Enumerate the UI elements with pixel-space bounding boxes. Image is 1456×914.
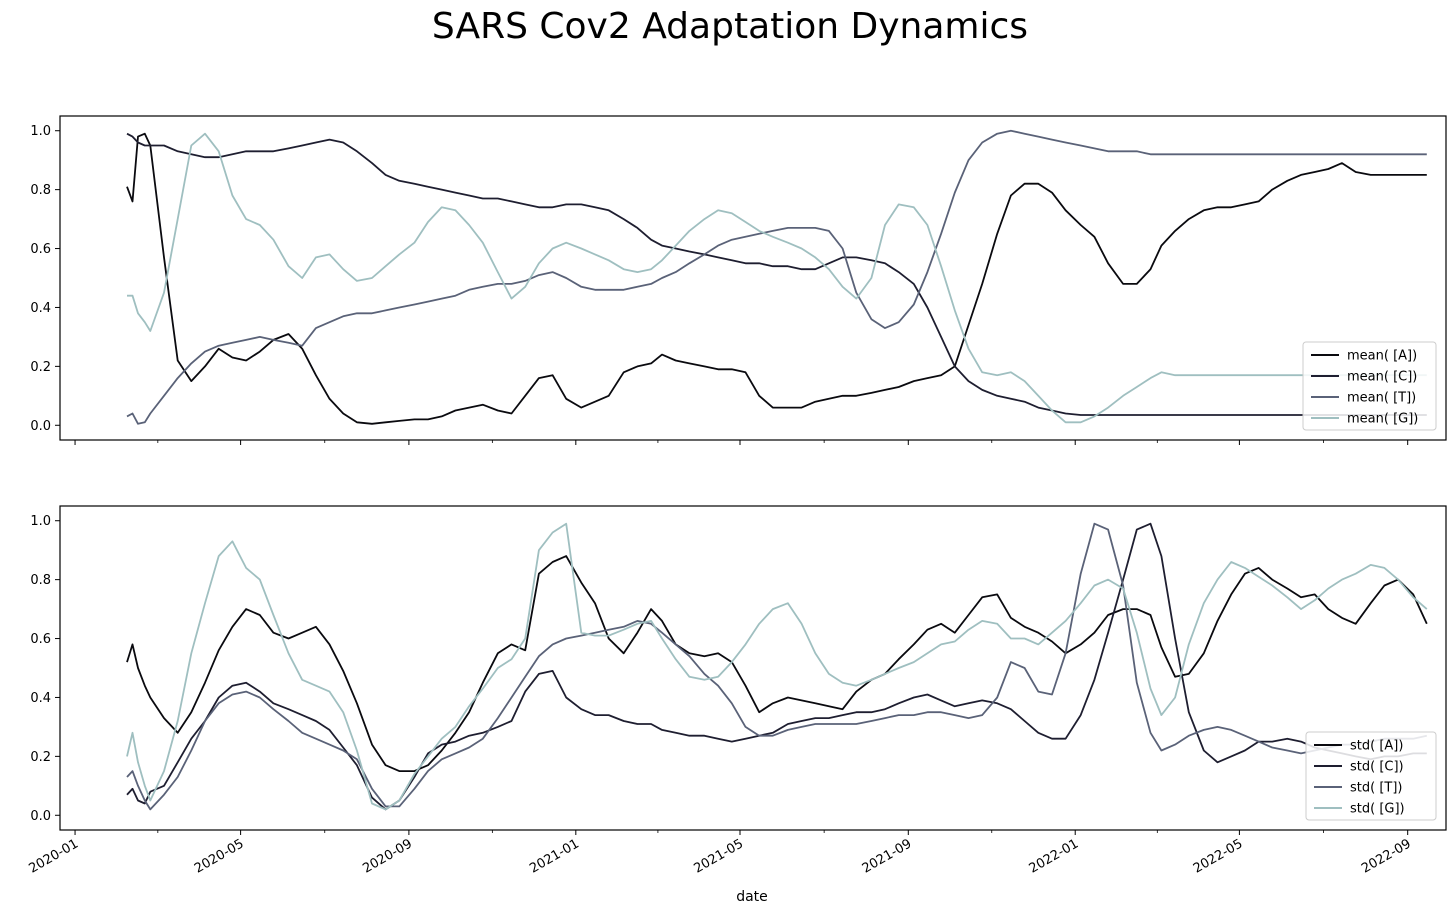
- x-tick-label: 2020-05: [192, 836, 247, 876]
- legend-label: mean( [C]): [1347, 370, 1417, 385]
- y-tick-label: 0.8: [30, 573, 51, 588]
- y-tick-label: 0.4: [30, 691, 51, 706]
- y-tick-label: 1.0: [30, 124, 51, 139]
- mean-panel: 0.0 0.2 0.4 0.6 0.8 1.0 mean( [A]) mean( [C]) me…: [30, 115, 1447, 445]
- series-line-0: [126, 555, 1428, 772]
- y-tick-label: 0.6: [30, 632, 51, 647]
- series-line-3: [127, 132, 1427, 424]
- x-axis-label: date: [736, 889, 768, 905]
- x-tick-label: 2022-01: [1027, 836, 1082, 876]
- series-line-1: [126, 132, 1427, 416]
- legend-label: std( [T]): [1350, 781, 1402, 796]
- legend-label: mean( [G]): [1347, 412, 1418, 427]
- y-tick-label: 0.4: [30, 301, 51, 316]
- x-tick-label: 2021-05: [691, 836, 746, 876]
- series-line-3: [126, 522, 1428, 811]
- y-tick-label: 0.2: [30, 750, 51, 765]
- x-tick-label: 2020-09: [360, 836, 415, 876]
- legend-label: std( [A]): [1350, 739, 1403, 754]
- x-tick-label: 2021-01: [527, 836, 582, 876]
- y-tick-label: 1.0: [30, 514, 51, 529]
- legend-box: [1302, 341, 1437, 431]
- y-tick-label: 0.0: [30, 809, 51, 824]
- x-tick-label: 2021-09: [860, 836, 915, 876]
- legend-box: [1305, 731, 1437, 821]
- y-tick-label: 0.8: [30, 183, 51, 198]
- series-line-1: [126, 522, 1427, 811]
- legend-label: mean( [T]): [1347, 391, 1416, 406]
- plot-frame: [59, 505, 1447, 831]
- y-tick-label: 0.6: [30, 242, 51, 257]
- std-panel: 0.0 0.2 0.4 0.6 0.8 1.0 2020-01 2020-05 2020-09 2…: [27, 505, 1447, 877]
- series-line-2: [126, 522, 1427, 811]
- x-tick-label: 2022-05: [1191, 836, 1246, 876]
- plot-frame: [59, 115, 1447, 441]
- legend-label: std( [C]): [1350, 760, 1404, 775]
- x-tick-label: 2020-01: [27, 836, 82, 876]
- legend-label: mean( [A]): [1347, 349, 1417, 364]
- y-tick-label: 0.2: [30, 360, 51, 375]
- chart-title: SARS Cov2 Adaptation Dynamics: [432, 6, 1028, 47]
- y-tick-label: 0.0: [30, 419, 51, 434]
- series-line-2: [126, 129, 1427, 425]
- legend-label: std( [G]): [1350, 802, 1405, 817]
- series-line-0: [126, 132, 1427, 425]
- x-tick-label: 2022-09: [1359, 836, 1414, 876]
